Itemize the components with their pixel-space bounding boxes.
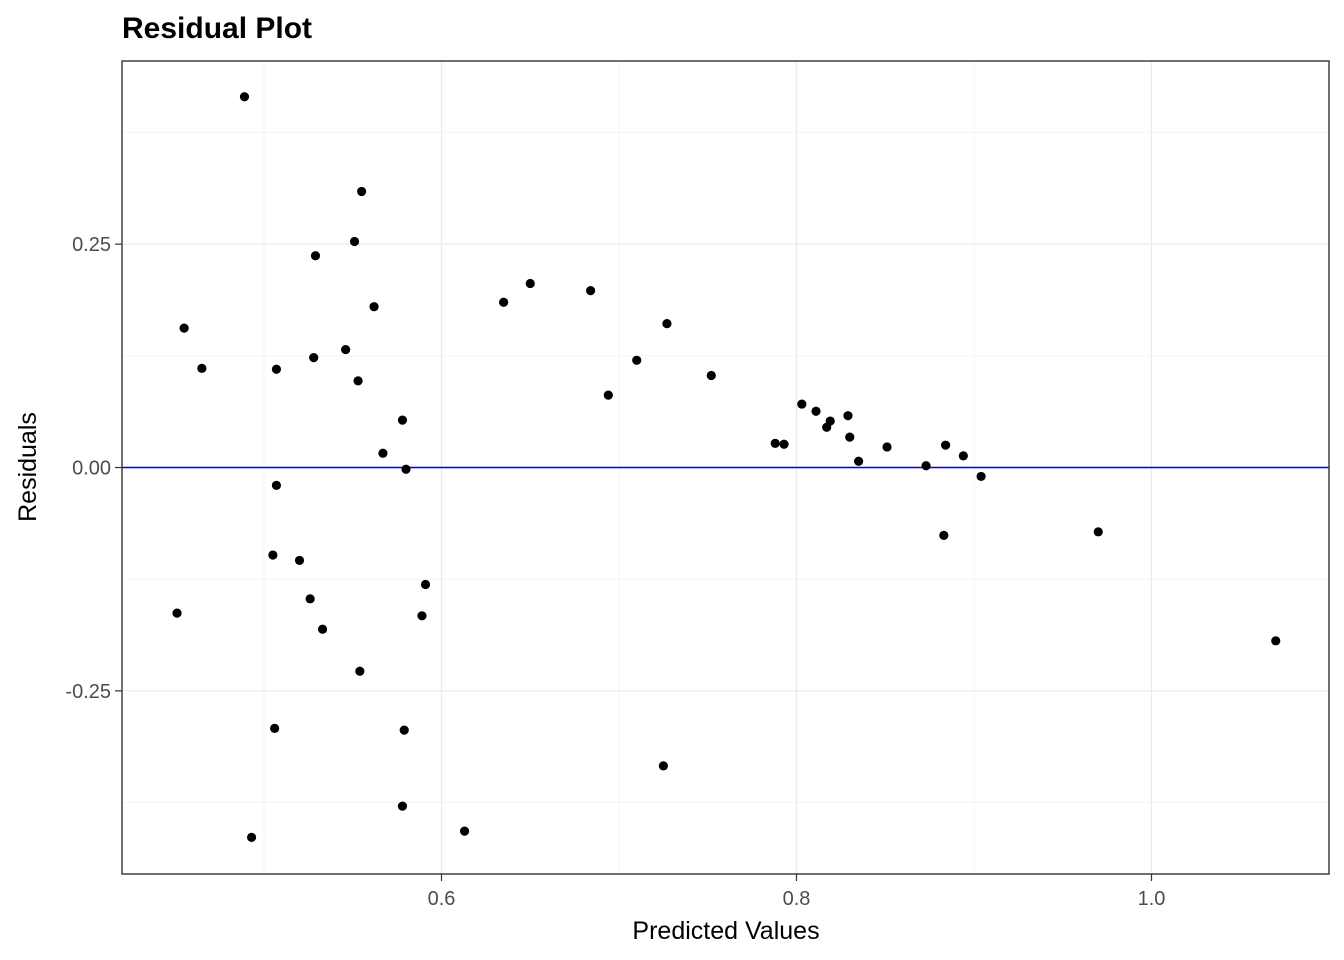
data-point	[632, 355, 642, 365]
data-point	[586, 286, 596, 296]
chart-title: Residual Plot	[122, 12, 312, 45]
data-point	[854, 456, 864, 466]
data-point	[401, 464, 411, 474]
data-point	[939, 530, 949, 540]
data-point	[369, 302, 379, 312]
data-point	[268, 550, 278, 560]
data-point	[662, 319, 672, 329]
data-point	[271, 480, 282, 490]
x-tick-label: 1.0	[1138, 888, 1166, 910]
data-point	[197, 363, 207, 373]
y-tick-label: -0.25	[65, 681, 111, 703]
x-axis-title: Predicted Values	[632, 917, 819, 945]
data-point	[1093, 527, 1103, 537]
data-point	[399, 725, 409, 735]
data-point	[658, 761, 668, 771]
data-point	[271, 364, 282, 374]
data-point	[239, 92, 250, 102]
data-point	[845, 432, 855, 442]
data-point	[246, 832, 257, 842]
data-point	[797, 399, 807, 409]
data-point	[1271, 636, 1281, 646]
data-point	[603, 390, 613, 400]
data-point	[921, 461, 931, 471]
data-point	[958, 451, 968, 461]
data-point	[459, 826, 470, 836]
y-axis-title: Residuals	[14, 412, 42, 522]
x-tick-label: 0.6	[428, 888, 456, 910]
data-point	[270, 723, 280, 733]
plot-panel: 0.6 0.8 1.0 -0.25 0.00 0.25	[65, 60, 1330, 910]
data-point	[941, 440, 951, 450]
data-point	[770, 438, 780, 448]
data-point	[172, 608, 182, 618]
data-point	[355, 666, 365, 676]
data-point	[397, 801, 408, 811]
data-point	[417, 611, 427, 621]
data-point	[310, 251, 321, 261]
data-point	[305, 594, 315, 604]
y-tick-label: 0.25	[72, 234, 111, 256]
data-point	[341, 344, 351, 355]
data-point	[811, 406, 821, 416]
data-point	[843, 411, 853, 421]
data-point	[525, 278, 535, 289]
data-point	[294, 555, 305, 566]
data-point	[179, 323, 189, 333]
data-point	[420, 579, 431, 590]
data-point	[397, 415, 408, 425]
data-point	[353, 376, 363, 386]
data-point	[309, 353, 319, 363]
data-point	[822, 422, 832, 432]
data-point	[779, 439, 789, 449]
data-point	[317, 624, 328, 634]
data-point	[706, 370, 716, 381]
data-point	[357, 186, 367, 197]
y-tick-label: 0.00	[72, 458, 111, 480]
data-point	[349, 236, 360, 247]
data-point	[976, 471, 986, 482]
data-point	[378, 448, 388, 458]
data-point	[882, 442, 892, 452]
data-point	[499, 297, 509, 307]
x-tick-label: 0.8	[783, 888, 811, 910]
